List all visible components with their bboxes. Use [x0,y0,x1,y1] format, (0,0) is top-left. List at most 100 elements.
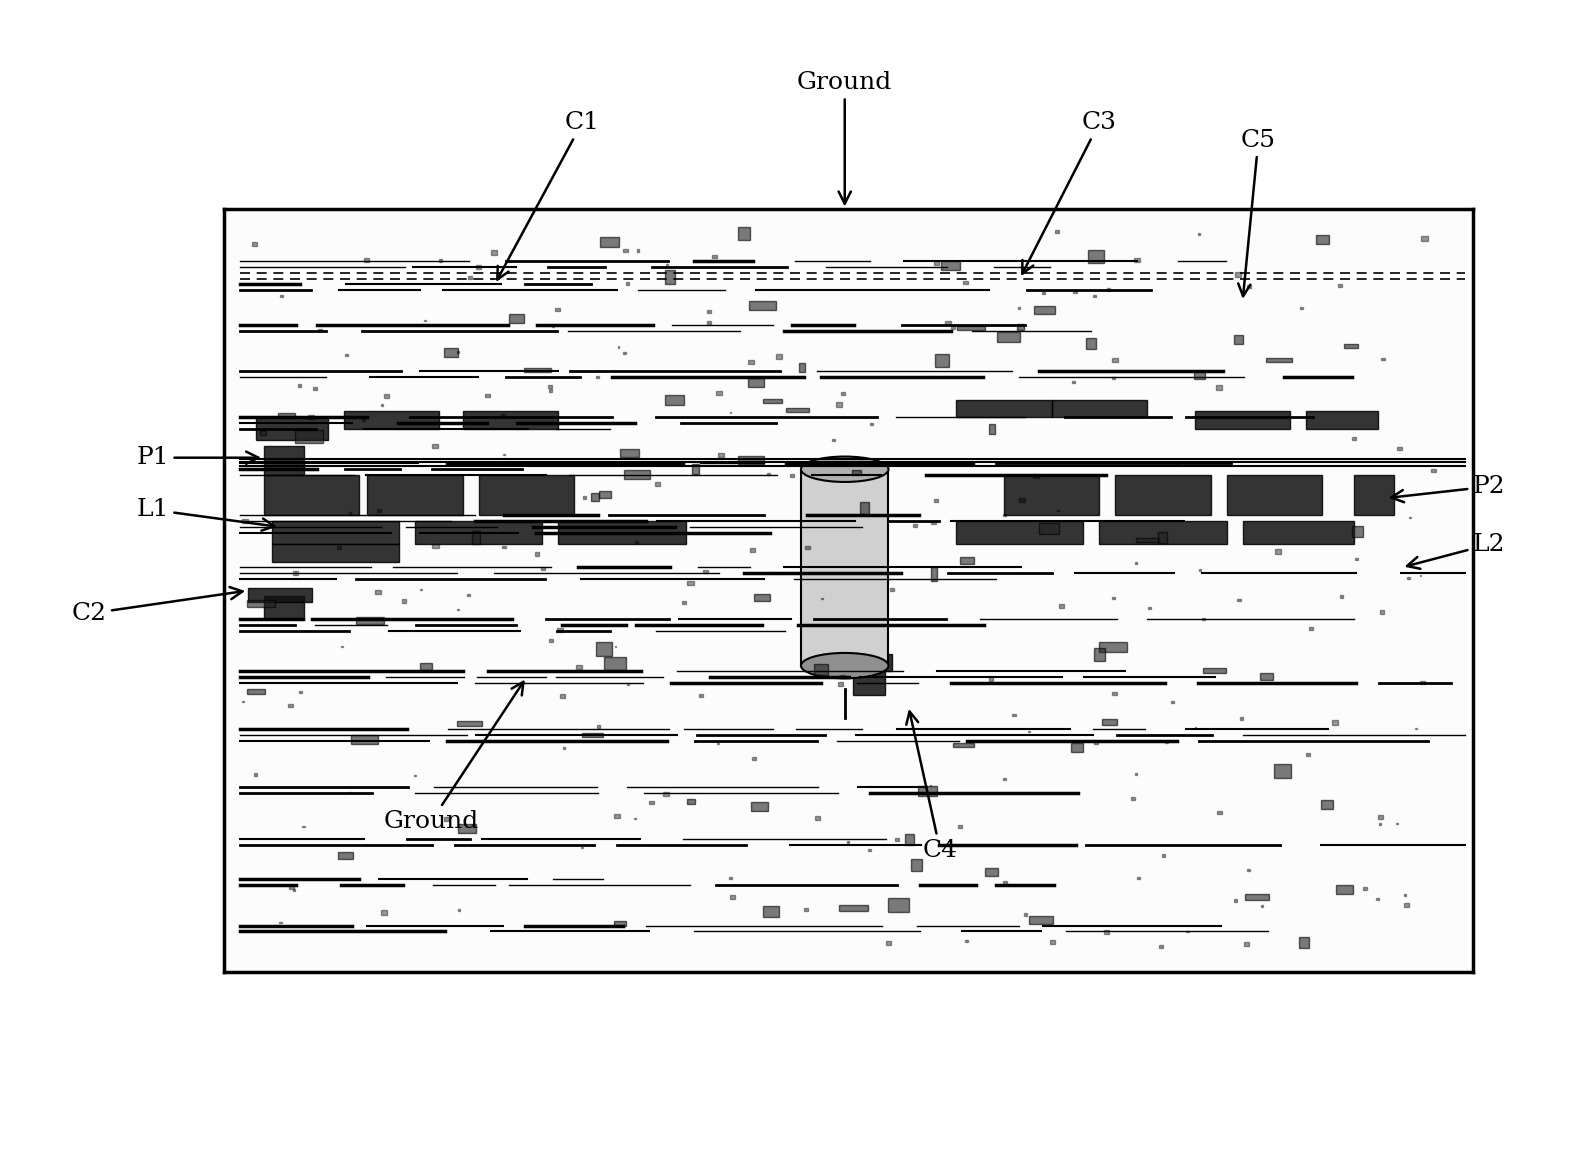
Bar [548,639,553,643]
Bar [786,408,808,412]
Bar [1234,335,1243,344]
Bar [1234,899,1237,902]
Bar [338,851,352,859]
Bar [832,439,835,441]
Bar [687,580,693,585]
Ellipse shape [800,653,888,679]
Bar [438,259,442,262]
Bar [1148,607,1151,609]
Bar [940,262,960,270]
Bar [803,908,808,911]
Bar [402,599,406,602]
Bar [869,849,870,850]
Bar [1199,570,1200,571]
Bar [931,567,937,580]
Bar [1057,510,1058,512]
Bar [998,463,999,464]
Bar [552,325,555,327]
Bar [378,508,381,512]
Bar [1019,498,1025,503]
Bar [1137,538,1159,542]
Bar [1305,753,1310,756]
Bar [1216,386,1223,390]
Bar [457,721,481,726]
Bar [988,424,995,434]
Bar [265,475,359,515]
Bar [738,227,749,241]
Bar [1100,521,1227,544]
Bar [665,270,674,284]
Bar [752,757,757,761]
Bar [1247,285,1251,288]
Bar [1073,381,1074,383]
Bar [319,329,322,331]
Bar [1202,618,1205,621]
Bar [805,545,810,549]
Bar [1309,628,1313,630]
Bar [1237,599,1240,601]
Bar [242,701,244,702]
Bar [1039,523,1058,534]
Bar [663,792,668,797]
Bar [247,600,276,607]
Bar [1422,236,1428,241]
Bar [1003,514,1006,515]
Bar [985,868,998,877]
Bar [1414,727,1417,730]
Bar [457,609,459,610]
Bar [1353,475,1393,515]
Text: C2: C2 [72,587,242,625]
Bar [295,431,324,442]
Bar [730,411,732,413]
Bar [1339,595,1344,598]
Bar [536,552,539,556]
Bar [1101,719,1117,725]
Bar [1352,526,1363,536]
Bar [840,675,845,679]
Bar [821,598,824,600]
Bar [708,322,711,324]
Bar [846,841,850,843]
Bar [703,570,708,573]
Bar [700,695,703,697]
Bar [462,411,558,428]
Bar [247,689,266,694]
Bar [1186,931,1189,932]
Bar [716,391,722,395]
Bar [279,922,282,923]
Bar [918,786,937,797]
Bar [1301,307,1302,309]
Bar [1380,610,1384,614]
Bar [1105,930,1109,933]
Bar [620,449,639,456]
Bar [355,617,384,624]
Bar [1113,378,1114,379]
Bar [601,236,618,247]
Bar [421,588,422,591]
Bar [1355,557,1358,559]
Bar [249,588,312,602]
Bar [1050,940,1055,944]
Bar [1408,577,1411,579]
Bar [381,404,384,406]
Bar [524,368,550,373]
Bar [260,431,266,435]
Bar [445,347,457,357]
Bar [687,799,695,805]
Bar [1060,604,1065,608]
Bar [375,589,381,594]
Bar [1218,811,1223,814]
Bar [751,548,754,551]
Bar [730,895,735,899]
Bar [362,418,365,420]
Bar [692,463,700,474]
Bar [1071,742,1082,752]
Bar [853,672,885,695]
Bar [298,384,301,387]
Bar [886,941,891,945]
Bar [953,743,974,747]
Bar [1243,521,1353,544]
Bar [767,474,770,476]
Bar [1196,411,1290,428]
Bar [913,525,917,527]
